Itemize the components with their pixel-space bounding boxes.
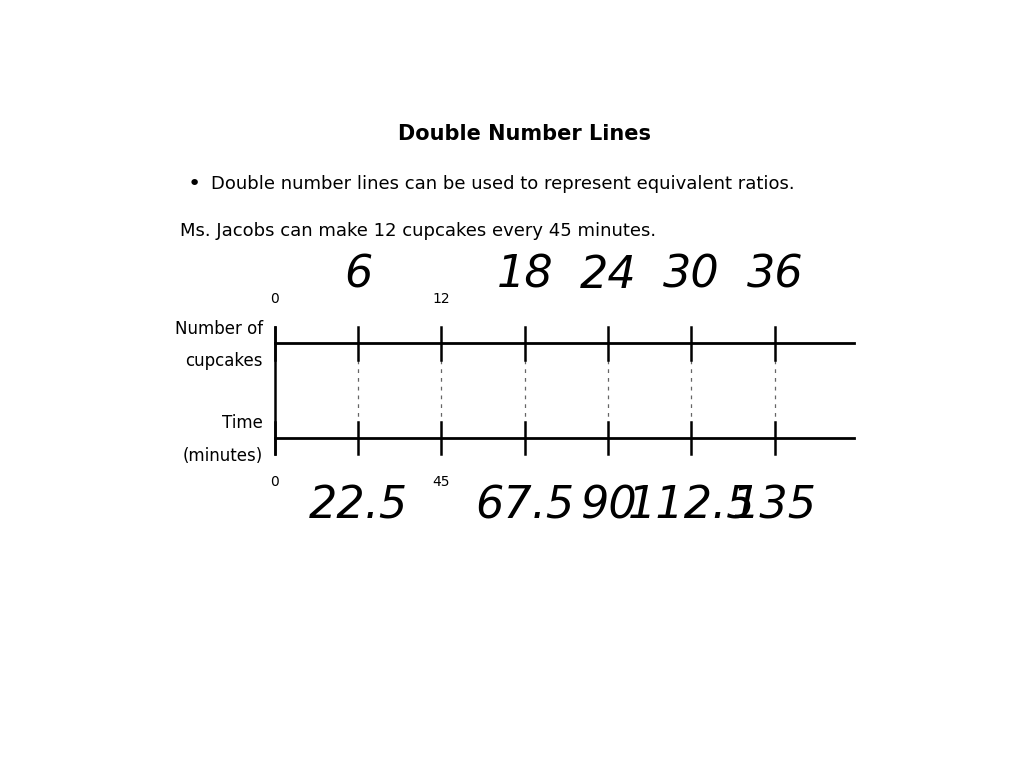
- Text: 18: 18: [497, 254, 553, 297]
- Text: 0: 0: [270, 475, 280, 489]
- Text: 30: 30: [664, 254, 720, 297]
- Text: 12: 12: [433, 292, 451, 306]
- Text: 135: 135: [732, 485, 817, 528]
- Text: cupcakes: cupcakes: [185, 353, 263, 370]
- Text: •: •: [187, 174, 201, 194]
- Text: Ms. Jacobs can make 12 cupcakes every 45 minutes.: Ms. Jacobs can make 12 cupcakes every 45…: [179, 222, 655, 240]
- Text: Number of: Number of: [175, 319, 263, 338]
- Text: 6: 6: [344, 254, 373, 297]
- Text: 45: 45: [433, 475, 451, 489]
- Text: 0: 0: [270, 292, 280, 306]
- Text: Time: Time: [222, 414, 263, 432]
- Text: 90: 90: [580, 485, 637, 528]
- Text: 36: 36: [746, 254, 803, 297]
- Text: 67.5: 67.5: [475, 485, 574, 528]
- Text: Double number lines can be used to represent equivalent ratios.: Double number lines can be used to repre…: [211, 175, 795, 193]
- Text: 22.5: 22.5: [308, 485, 408, 528]
- Text: (minutes): (minutes): [182, 447, 263, 465]
- Text: 24: 24: [580, 254, 637, 297]
- Text: Double Number Lines: Double Number Lines: [398, 124, 651, 144]
- Text: 112.5: 112.5: [628, 485, 756, 528]
